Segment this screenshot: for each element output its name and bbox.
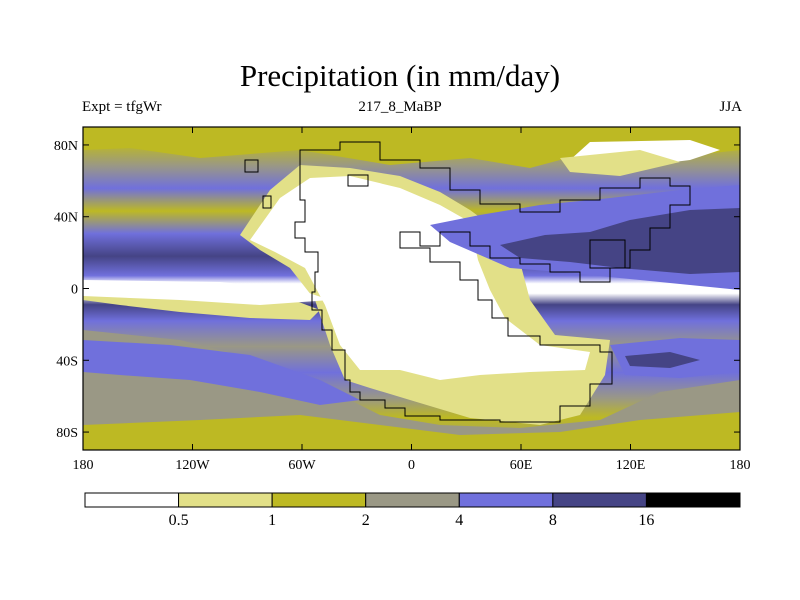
colorbar: 0.5 1 2 4 8 16 xyxy=(84,492,741,529)
lat-tick-label: 80S xyxy=(56,426,78,441)
lon-tick-label: 120W xyxy=(175,458,210,473)
lat-tick-label: 40S xyxy=(56,354,78,369)
colorbar-label: 16 xyxy=(638,512,654,529)
lon-tick-label: 60W xyxy=(288,458,316,473)
precip-region-tethys-dark xyxy=(500,208,740,274)
precip-region-south-olive xyxy=(83,412,740,450)
colorbar-swatch xyxy=(178,492,273,508)
colorbar-swatch xyxy=(365,492,460,508)
coastline-island-4 xyxy=(589,239,626,269)
precip-region-north-light2 xyxy=(560,150,680,176)
coastline-island-3 xyxy=(262,195,272,209)
lon-tick-label: 180 xyxy=(73,458,94,473)
colorbar-swatch xyxy=(84,492,180,508)
coastline-island-1 xyxy=(244,159,259,173)
experiment-label: Expt = tfgWr xyxy=(82,99,162,115)
map-title: Precipitation (in mm/day) xyxy=(239,58,561,93)
colorbar-label: 4 xyxy=(455,512,463,529)
precip-region-west-dry xyxy=(83,280,330,305)
colorbar-label: 8 xyxy=(549,512,557,529)
lat-tick-label: 40N xyxy=(54,211,78,226)
colorbar-label: 2 xyxy=(362,512,370,529)
colorbar-swatch xyxy=(645,492,741,508)
colorbar-label: 0.5 xyxy=(169,512,189,529)
lon-tick-label: 0 xyxy=(408,458,415,473)
colorbar-label: 1 xyxy=(268,512,276,529)
colorbar-swatch xyxy=(458,492,554,508)
precip-region-south-blue xyxy=(83,340,360,405)
lat-tick-label: 0 xyxy=(71,283,78,298)
precip-region-pangaea-dry xyxy=(250,176,590,380)
precip-region-southeast-dark xyxy=(625,352,700,368)
lat-tick-label: 80N xyxy=(54,139,78,154)
lon-tick-label: 60E xyxy=(510,458,533,473)
coastline-outline xyxy=(294,141,691,423)
precip-region-north-olive xyxy=(83,127,740,168)
season-label: JJA xyxy=(719,99,742,115)
period-label: 217_8_MaBP xyxy=(358,99,442,115)
lon-tick-label: 180 xyxy=(730,458,751,473)
colorbar-swatch xyxy=(552,492,647,508)
coastline-island-2 xyxy=(347,174,369,187)
colorbar-swatch xyxy=(271,492,367,508)
lon-tick-label: 120E xyxy=(616,458,646,473)
